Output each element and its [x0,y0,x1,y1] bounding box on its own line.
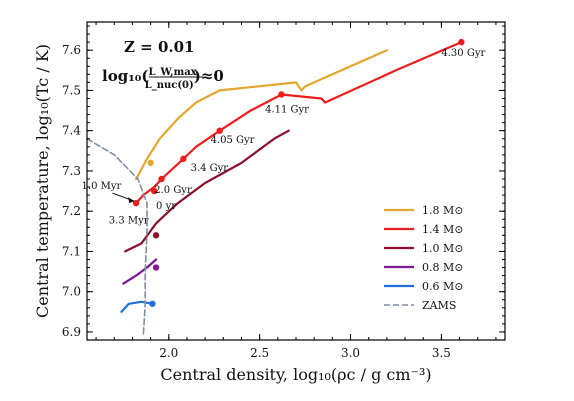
axis-labels: Central density, log₁₀(ρc / g cm⁻³) Centr… [33,44,432,384]
note-ratio: log₁₀(L_W,max L_nuc(0))≈0 [102,67,224,91]
plot-area: 4.30 Gyr 4.11 Gyr 4.05 Gyr 3.4 Gyr 2.0 Gyr 0 … [82,38,485,337]
annotation-label-6: 1.0 Myr [82,181,122,192]
axes: 2.0 2.5 3.0 3.5 6.9 7.0 7.1 7.2 7.3 7.4 7.5 7.6 [62,21,506,360]
x-axis-label: Central density, log₁₀(ρc / g cm⁻³) [160,365,431,384]
annotation-label-4: 2.0 Gyr [154,185,192,196]
y-tick-label-7: 7.6 [62,43,81,57]
series-marker-1-3 [180,155,187,163]
y-tick-label-4: 7.3 [62,164,81,178]
series-line-4 [120,300,154,313]
y-tick-label-3: 7.2 [62,204,81,218]
annotation-label-7: 3.3 Myr [109,215,149,226]
series-marker-4-0 [149,300,156,307]
x-tick-label-1: 2.5 [250,346,269,360]
annotation-label-0: 4.30 Gyr [441,48,485,59]
legend-label-0: 1.8 M⊙ [422,204,463,217]
series-marker-1-2 [158,175,165,183]
y-axis-label: Central temperature, log₁₀(Tc / K) [33,44,52,318]
series-marker-0-0 [147,159,154,167]
series-line-5 [86,137,148,337]
y-tick-label-0: 6.9 [62,325,81,339]
annotation-label-3: 3.4 Gyr [191,163,229,174]
legend-label-2: 1.0 M⊙ [422,242,463,255]
annotation-label-1: 4.11 Gyr [265,105,309,116]
legend-label-3: 0.8 M⊙ [422,261,463,274]
x-tick-label-3: 3.5 [432,346,451,360]
note-metallicity: Z = 0.01 [124,38,195,56]
series-line-3 [122,258,158,285]
series-marker-1-5 [278,91,285,98]
legend: 1.8 M⊙ 1.4 M⊙ 1.0 M⊙ 0.8 M⊙ 0.6 M⊙ ZAMS [384,204,463,312]
annotation-label-5: 0 yr [156,201,176,212]
annotation-label-2: 4.05 Gyr [211,135,255,146]
series-marker-1-0 [132,199,140,207]
y-tick-label-1: 7.0 [62,285,81,299]
series-line-0 [135,49,388,181]
legend-label-5: ZAMS [422,299,456,312]
y-tick-label-6: 7.5 [62,83,81,97]
series-line-2 [124,129,290,253]
series-marker-3-0 [152,264,160,271]
y-tick-label-2: 7.1 [62,244,81,258]
x-tick-label-0: 2.0 [159,346,178,360]
y-tick-label-5: 7.4 [62,124,81,138]
x-tick-label-2: 3.0 [341,346,360,360]
series-marker-1-4 [216,127,223,134]
series-marker-1-6 [458,38,465,46]
metallicity-note: Z = 0.01 log₁₀(L_W,max L_nuc(0))≈0 [102,38,224,91]
annotation-arrowhead [128,197,135,204]
legend-label-4: 0.6 M⊙ [422,280,463,293]
legend-label-1: 1.4 M⊙ [422,223,463,236]
series-marker-2-0 [152,232,160,239]
series-marker-1-1 [151,187,158,195]
